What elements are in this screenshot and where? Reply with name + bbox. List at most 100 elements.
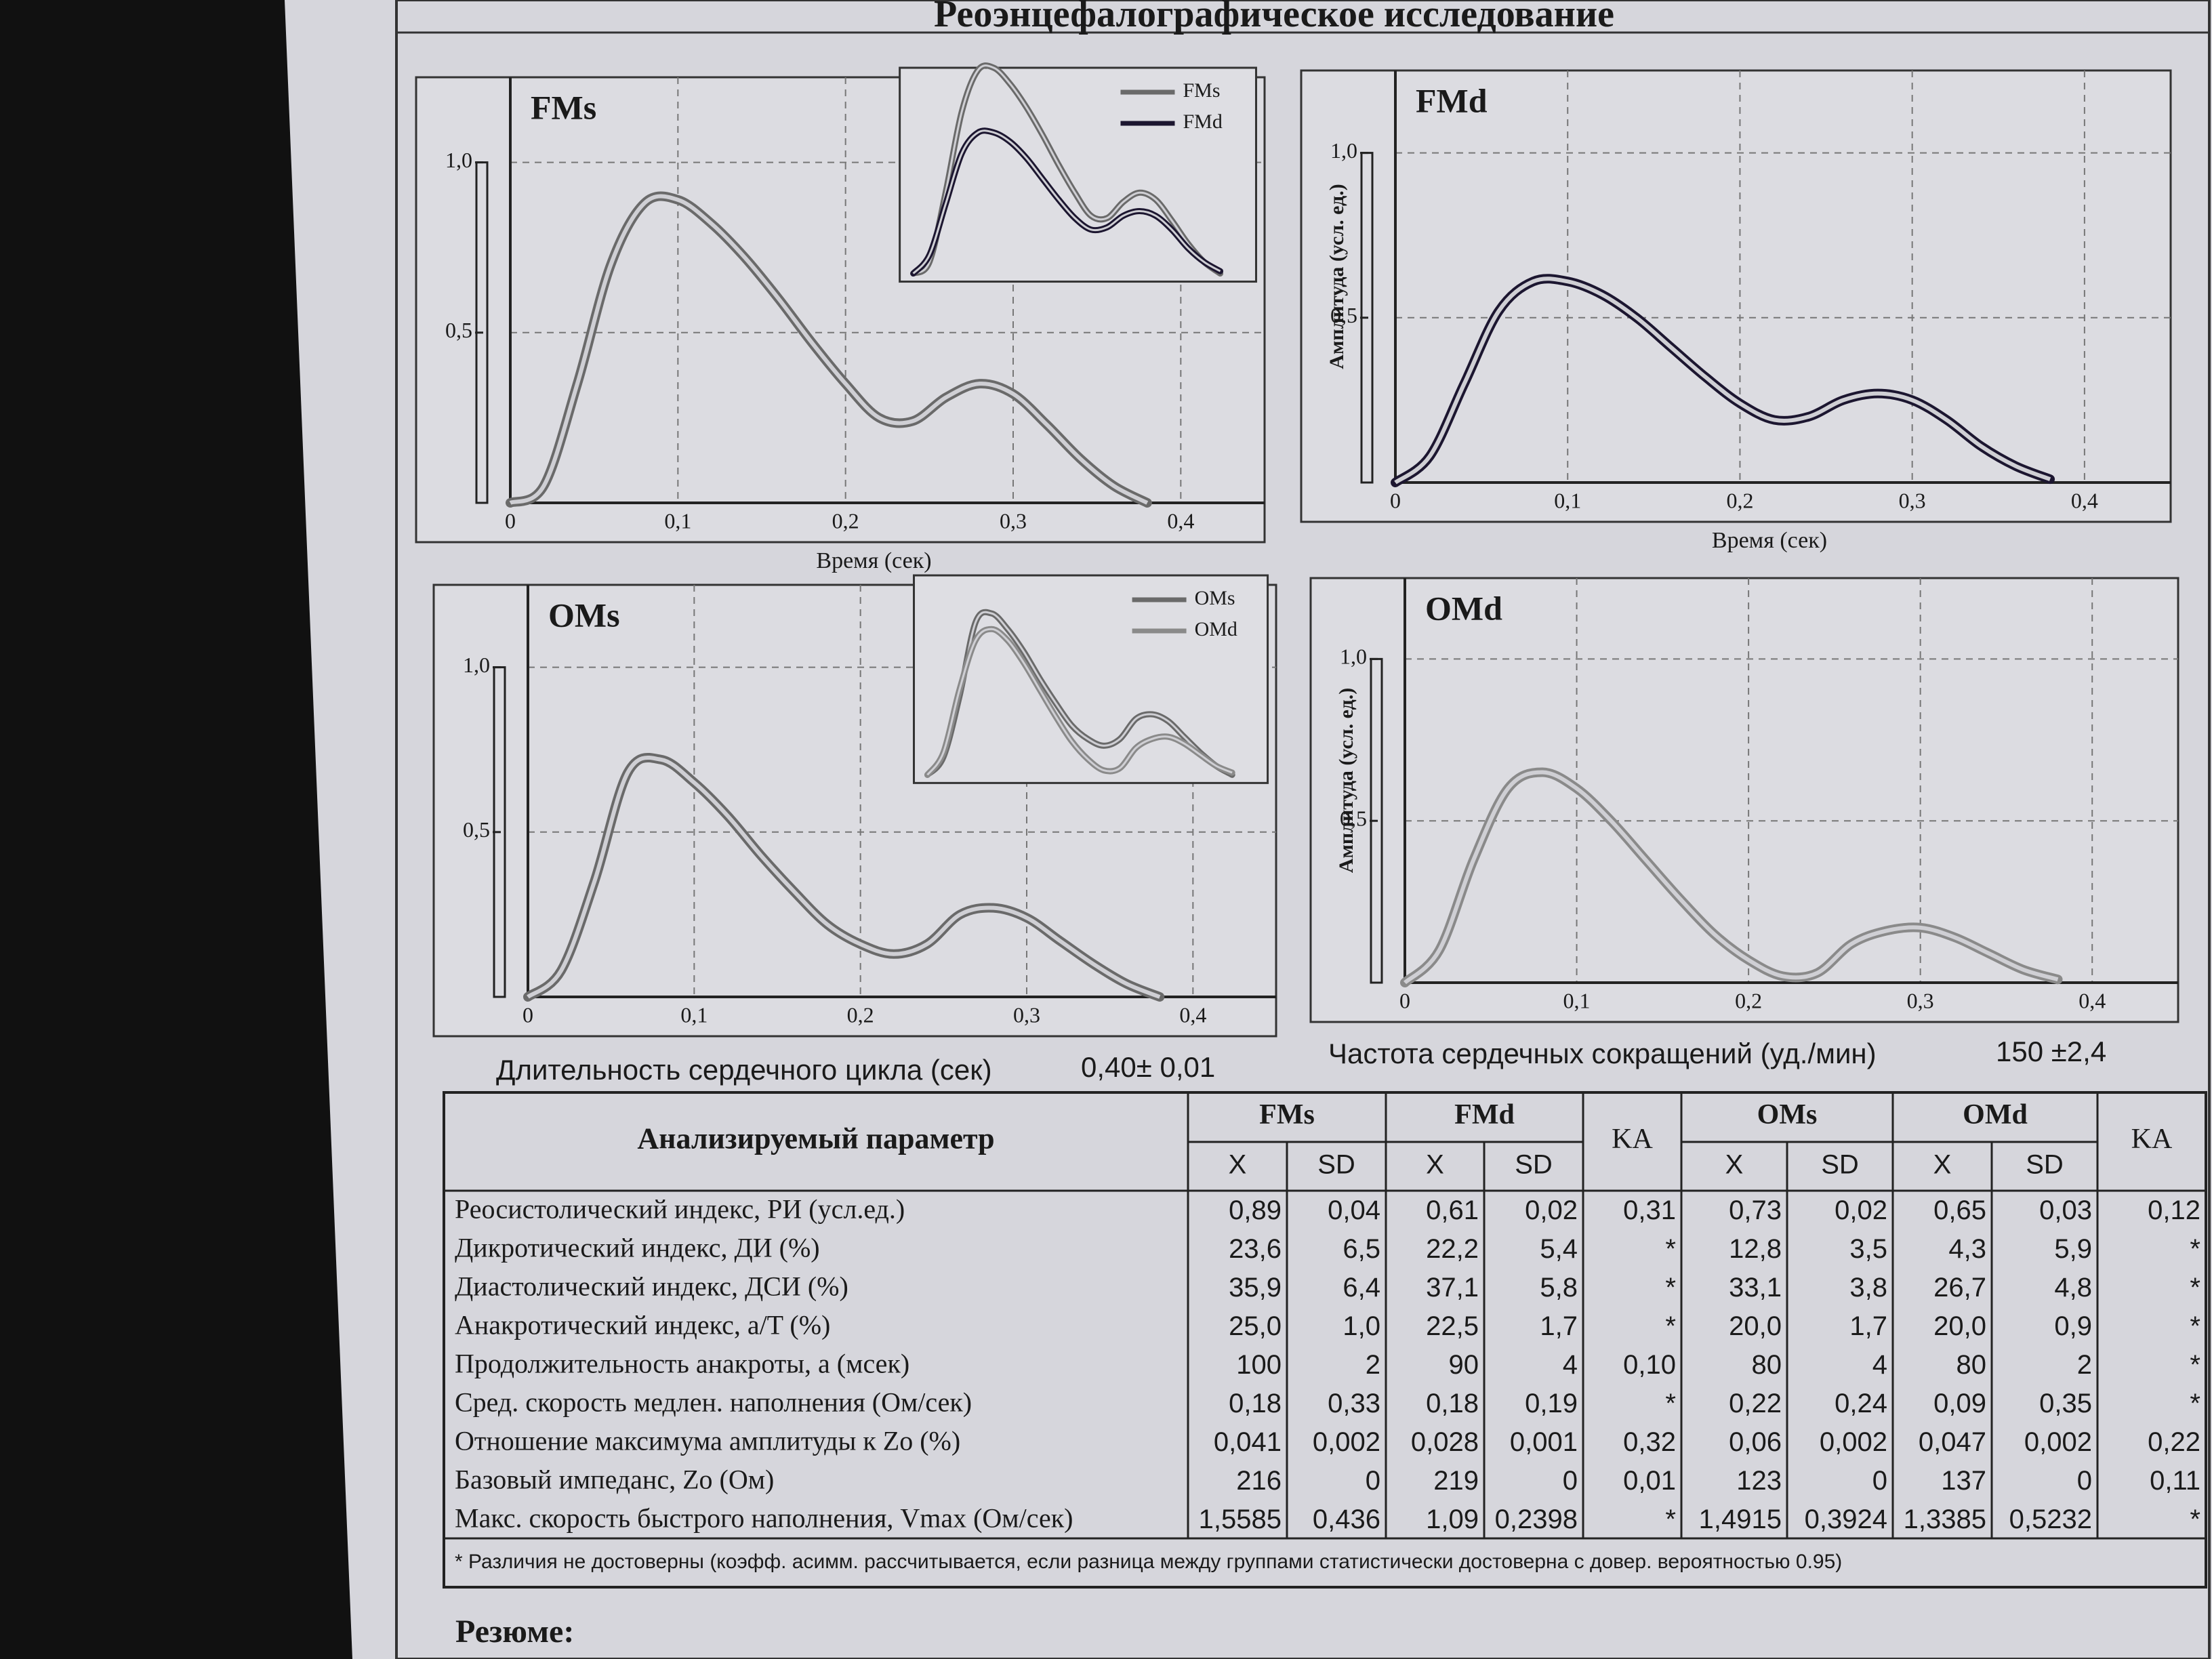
x-tick-label: 0,1 — [1563, 988, 1591, 1012]
table-cell: * — [2190, 1389, 2200, 1418]
table-cell: 0,18 — [1426, 1389, 1479, 1418]
group-header: OMs — [1757, 1099, 1818, 1130]
inset-frame — [899, 66, 1257, 283]
table-cell: 219 — [1433, 1466, 1479, 1496]
table-cell: 3,5 — [1849, 1234, 1887, 1264]
x-tick-label: 0,3 — [1907, 988, 1934, 1012]
inset-frame — [913, 574, 1269, 784]
table-cell: * — [1665, 1311, 1676, 1341]
x-tick-label: 0,1 — [1554, 488, 1581, 512]
table-cell: 6,4 — [1343, 1273, 1380, 1303]
table-cell: 1,7 — [1540, 1311, 1578, 1341]
x-tick-label: 0,2 — [847, 1002, 874, 1027]
table-cell: 35,9 — [1229, 1273, 1282, 1303]
heart-rate-value: 150 ±2,4 — [1996, 1036, 2106, 1067]
table-cell: 0,11 — [2150, 1466, 2200, 1496]
table-cell: 33,1 — [1729, 1273, 1782, 1303]
table-cell: 0,09 — [1933, 1389, 1986, 1418]
table-cell: 0,03 — [2039, 1195, 2092, 1225]
table-cell: 4,3 — [1948, 1234, 1986, 1264]
table-cell: 0,24 — [1835, 1389, 1887, 1418]
x-tick-label: 0,4 — [1179, 1002, 1206, 1027]
table-cell: 20,0 — [1933, 1311, 1986, 1341]
table-cell: 0,22 — [2148, 1427, 2200, 1457]
chart-title: OMs — [548, 596, 620, 634]
summary-label: Резюме: — [455, 1614, 574, 1650]
x-tick-label: 0,1 — [680, 1002, 708, 1027]
table-cell: * — [2190, 1504, 2200, 1534]
y-axis-label: Амплитуда (усл. ед.) — [1326, 184, 1348, 369]
table-cell: 0,19 — [1525, 1389, 1578, 1418]
table-cell: 0,041 — [1214, 1427, 1282, 1457]
parameter-name: Дикротический индекс, ДИ (%) — [455, 1233, 820, 1263]
curve-core — [912, 64, 1221, 274]
table-cell: 1,4915 — [1699, 1504, 1782, 1534]
table-cell: 0 — [1872, 1466, 1887, 1496]
curve-core — [527, 756, 1161, 999]
page-frame — [395, 0, 2211, 1659]
table-cell: 5,4 — [1540, 1234, 1578, 1264]
y-tick-label: 1,0 — [1340, 644, 1367, 669]
table-cell: 0,436 — [1313, 1504, 1380, 1534]
parameter-name: Анакротический индекс, a/T (%) — [455, 1310, 830, 1340]
table-cell: 0,73 — [1729, 1195, 1782, 1225]
group-header: KA — [1612, 1124, 1653, 1155]
table-cell: 0,5232 — [2009, 1504, 2092, 1534]
x-tick-label: 0 — [1399, 988, 1410, 1012]
table-cell: 0 — [1366, 1466, 1380, 1496]
table-cell: 0,06 — [1729, 1427, 1782, 1457]
table-cell: 90 — [1449, 1350, 1479, 1380]
scale-bar — [1360, 152, 1374, 484]
y-tick-label: 0,5 — [445, 318, 472, 342]
curve-core — [1394, 276, 2051, 485]
sub-header: SD — [1317, 1150, 1355, 1180]
y-tick-label: 0,5 — [463, 817, 490, 842]
table-cell: 4 — [1872, 1350, 1887, 1380]
table-cell: 0,04 — [1328, 1195, 1380, 1225]
table-cell: 0,3924 — [1805, 1504, 1887, 1534]
table-cell: 2 — [2077, 1350, 2092, 1380]
table-cell: 0,10 — [1623, 1350, 1676, 1380]
y-tick-label: 1,0 — [445, 148, 472, 172]
x-tick-label: 0 — [1390, 488, 1401, 512]
table-cell: 26,7 — [1933, 1273, 1986, 1303]
sub-header: X — [1229, 1150, 1247, 1180]
sub-header: X — [1725, 1150, 1744, 1180]
table-cell: 1,09 — [1426, 1504, 1479, 1534]
table-cell: 0,002 — [2024, 1427, 2092, 1457]
curve-core — [926, 611, 1233, 776]
parameter-name: Базовый импеданс, Zo (Ом) — [455, 1465, 774, 1495]
curve-core — [912, 129, 1221, 274]
x-tick-label: 0,2 — [1726, 488, 1753, 512]
x-tick-label: 0,4 — [2078, 988, 2106, 1012]
group-header: FMs — [1259, 1099, 1315, 1130]
duration-label: Длительность сердечного цикла (сек) — [496, 1054, 992, 1086]
x-axis-label: Время (сек) — [1712, 528, 1827, 553]
x-tick-label: 0,2 — [832, 508, 859, 533]
sub-header: SD — [1821, 1150, 1859, 1180]
table-header: Анализируемый параметр — [637, 1122, 994, 1155]
table-cell: 0,31 — [1623, 1195, 1676, 1225]
table-cell: 0,002 — [1820, 1427, 1887, 1457]
table-cell: 216 — [1236, 1466, 1282, 1496]
table-cell: * — [1665, 1389, 1676, 1418]
chart-title: FMd — [1416, 81, 1488, 119]
sub-header: SD — [1515, 1150, 1553, 1180]
sub-header: SD — [2026, 1150, 2064, 1180]
table-cell: 0,02 — [1525, 1195, 1578, 1225]
y-tick-label: 0,5 — [1330, 303, 1357, 327]
table-cell: 4,8 — [2054, 1273, 2092, 1303]
x-tick-label: 0,4 — [1167, 508, 1194, 533]
curve-core — [1403, 770, 2059, 985]
table-cell: 80 — [1752, 1350, 1782, 1380]
table-cell: 1,3385 — [1904, 1504, 1986, 1534]
table-cell: 0,047 — [1919, 1427, 1986, 1457]
x-tick-label: 0,3 — [1899, 488, 1926, 512]
table-cell: 37,1 — [1426, 1273, 1479, 1303]
table-cell: 0,001 — [1510, 1427, 1578, 1457]
table-cell: 6,5 — [1343, 1234, 1380, 1264]
table-cell: 12,8 — [1729, 1234, 1782, 1264]
chart-frame — [1300, 69, 2172, 523]
table-cell: 137 — [1941, 1466, 1986, 1496]
table-cell: 0,35 — [2039, 1389, 2092, 1418]
